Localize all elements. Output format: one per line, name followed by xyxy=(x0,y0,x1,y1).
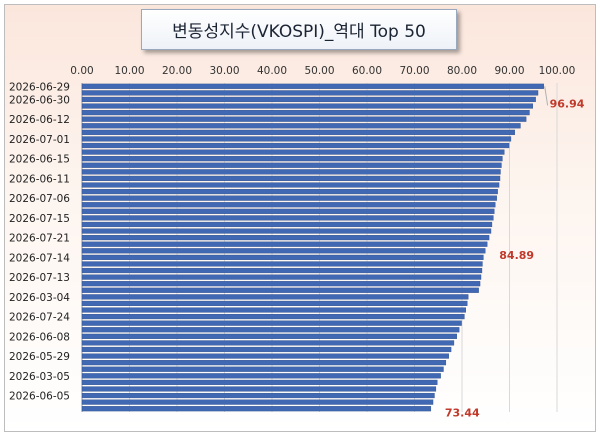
y-tick-label: 2026-07-01 xyxy=(9,134,70,146)
bar xyxy=(81,169,501,175)
bar xyxy=(81,320,462,326)
data-label: 73.44 xyxy=(445,407,480,420)
y-tick-label: 2026-03-05 xyxy=(9,371,70,383)
bar xyxy=(81,406,432,412)
y-tick-label: 2026-07-06 xyxy=(9,193,70,205)
y-tick-label: 2026-06-15 xyxy=(9,154,70,166)
data-labels: 96.94 84.89 73.44 xyxy=(445,86,585,420)
bar xyxy=(81,136,512,142)
y-tick-label: 2026-06-08 xyxy=(9,331,70,343)
bar xyxy=(81,221,493,228)
y-tick-label: 2026-07-15 xyxy=(9,213,70,225)
x-tick-label: 90.00 xyxy=(494,65,524,77)
y-tick-label: 2026-05-29 xyxy=(9,351,70,363)
bar xyxy=(81,294,469,300)
bar xyxy=(81,175,501,181)
bar xyxy=(81,333,457,339)
bar xyxy=(81,129,515,135)
bar xyxy=(81,156,503,162)
bar xyxy=(81,116,527,122)
bar xyxy=(81,123,521,129)
bar xyxy=(81,162,502,168)
bar xyxy=(81,307,466,313)
bar xyxy=(81,90,539,96)
x-tick-label: 80.00 xyxy=(447,65,477,77)
y-tick-label: 2026-06-30 xyxy=(9,94,70,106)
y-tick-label: 2026-06-12 xyxy=(9,114,70,126)
y-tick-label: 2026-07-24 xyxy=(9,312,70,324)
bar xyxy=(81,195,497,201)
bar xyxy=(81,228,492,234)
bar xyxy=(81,142,510,149)
y-tick-label: 2026-06-29 xyxy=(9,81,70,93)
x-tick-label: 30.00 xyxy=(209,65,239,77)
bar xyxy=(81,215,494,221)
x-tick-label: 10.00 xyxy=(114,65,144,77)
bar xyxy=(81,149,505,155)
bar xyxy=(81,379,438,385)
y-tick-label: 2026-03-04 xyxy=(9,292,70,304)
bar xyxy=(81,287,479,293)
x-axis-ticks: 0.00 10.00 20.00 30.00 40.00 50.00 60.00 70.00 8… xyxy=(70,65,575,77)
bar xyxy=(81,241,488,247)
bar xyxy=(81,189,498,195)
bars xyxy=(81,83,544,412)
y-tick-label: 2026-06-11 xyxy=(9,173,70,185)
bar xyxy=(81,340,455,346)
bar xyxy=(81,300,468,306)
bar xyxy=(81,208,495,214)
x-tick-label: 50.00 xyxy=(304,65,334,77)
bar xyxy=(81,254,484,260)
bar xyxy=(81,346,452,353)
bar xyxy=(81,392,435,399)
bar xyxy=(81,267,483,274)
leader-line xyxy=(544,86,549,106)
x-tick-label: 60.00 xyxy=(352,65,382,77)
y-tick-label: 2026-07-13 xyxy=(9,272,70,284)
bar xyxy=(81,202,496,208)
bar xyxy=(81,399,434,405)
bar xyxy=(81,83,544,89)
bar xyxy=(81,386,437,392)
x-tick-label: 0.00 xyxy=(70,65,93,77)
bar xyxy=(81,235,490,241)
bar xyxy=(81,182,500,188)
data-label: 84.89 xyxy=(499,249,534,262)
x-tick-label: 40.00 xyxy=(257,65,287,77)
bar xyxy=(81,274,482,280)
bar xyxy=(81,103,533,109)
data-label: 96.94 xyxy=(550,97,585,110)
bar xyxy=(81,373,441,379)
bar xyxy=(81,327,460,333)
bar xyxy=(81,281,481,287)
bar xyxy=(81,248,486,254)
bar xyxy=(81,366,444,372)
y-tick-label: 2026-07-21 xyxy=(9,233,70,245)
x-tick-label: 100.00 xyxy=(539,65,576,77)
bar xyxy=(81,314,465,320)
bar xyxy=(81,96,536,103)
y-tick-label: 2026-07-14 xyxy=(9,252,70,264)
bar xyxy=(81,110,530,116)
bar xyxy=(81,261,483,267)
bar xyxy=(81,360,447,366)
x-tick-label: 20.00 xyxy=(162,65,192,77)
bar xyxy=(81,353,449,359)
x-tick-label: 70.00 xyxy=(399,65,429,77)
chart-title: 변동성지수(VKOSPI)_역대 Top 50 xyxy=(141,9,457,50)
y-tick-label: 2026-06-05 xyxy=(9,391,70,403)
